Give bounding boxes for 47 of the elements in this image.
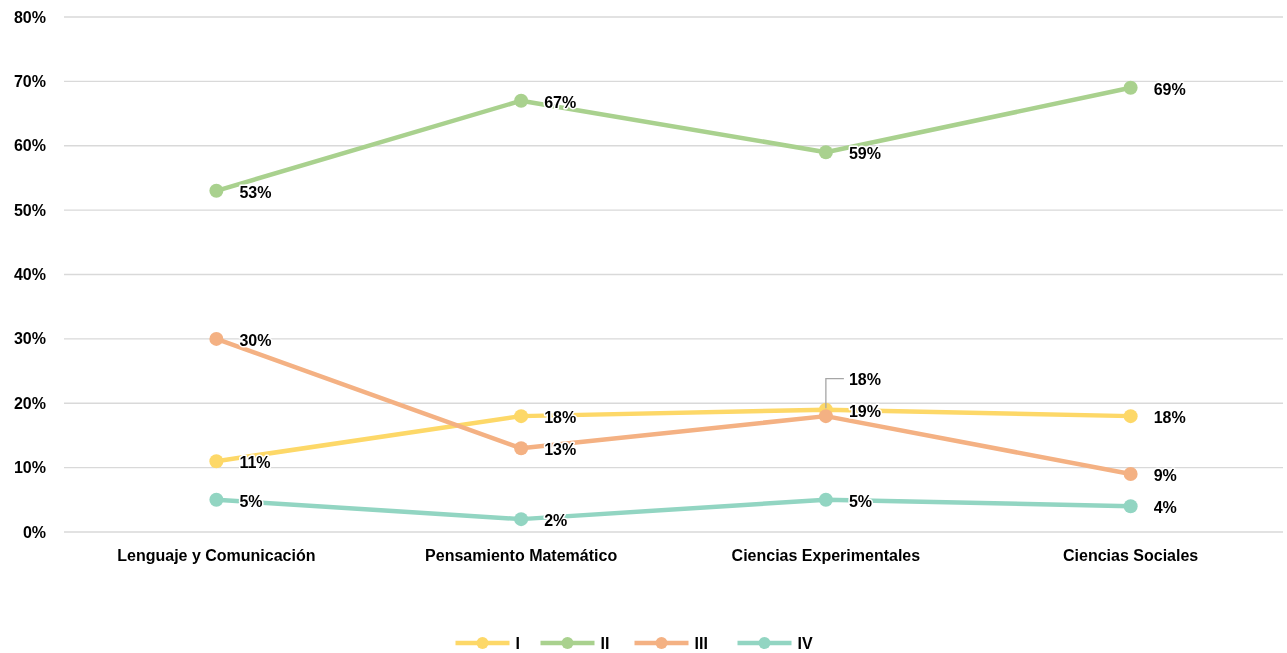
point <box>514 512 529 527</box>
point <box>209 454 224 469</box>
point <box>818 492 833 507</box>
data-label: 30% <box>239 331 272 349</box>
point <box>1123 409 1138 424</box>
data-label: 13% <box>544 441 577 459</box>
x-tick-label: Ciencias Experimentales <box>731 547 921 564</box>
y-tick-label: 70% <box>13 72 46 90</box>
data-label: 19% <box>848 402 881 420</box>
y-tick-label: 0% <box>22 523 46 541</box>
y-tick-label: 10% <box>13 459 46 477</box>
x-tick-label: Pensamiento Matemático <box>425 547 618 564</box>
y-tick-label: 40% <box>13 266 46 284</box>
y-tick-label: 80% <box>13 8 46 26</box>
data-label: 59% <box>848 145 881 163</box>
point <box>209 331 224 346</box>
point <box>209 183 224 198</box>
point <box>514 441 529 456</box>
data-label: 5% <box>848 492 872 510</box>
data-label: 11% <box>239 454 271 472</box>
x-tick-label: Ciencias Sociales <box>1063 547 1199 564</box>
point <box>1123 80 1138 95</box>
point <box>818 409 833 424</box>
point <box>818 145 833 160</box>
point <box>1123 499 1138 514</box>
y-tick-label: 60% <box>13 137 46 155</box>
x-tick-label: Lenguaje y Comunicación <box>117 547 316 564</box>
legend-label: I <box>515 634 520 652</box>
data-label: 53% <box>239 183 272 201</box>
y-tick-label: 50% <box>13 201 46 219</box>
data-label: 9% <box>1153 467 1177 485</box>
point <box>514 93 529 108</box>
data-label: 69% <box>1153 80 1186 98</box>
data-label: 18% <box>1153 409 1186 427</box>
point <box>514 409 529 424</box>
point <box>209 492 224 507</box>
y-tick-label: 30% <box>13 330 46 348</box>
data-label: 18% <box>848 370 881 388</box>
legend-label: IV <box>797 634 813 652</box>
legend-label: II <box>600 634 610 652</box>
data-label: 5% <box>239 492 263 510</box>
data-label: 4% <box>1153 499 1177 517</box>
point <box>1123 467 1138 482</box>
data-label: 67% <box>544 93 577 111</box>
y-tick-label: 20% <box>13 394 46 412</box>
data-label: 2% <box>544 512 568 530</box>
legend-label: III <box>694 634 708 652</box>
